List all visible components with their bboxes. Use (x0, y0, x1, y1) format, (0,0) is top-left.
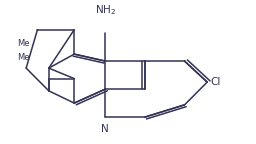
Text: Cl: Cl (210, 77, 220, 87)
Text: Me: Me (17, 39, 30, 48)
Text: Me: Me (17, 53, 30, 62)
Text: NH$_2$: NH$_2$ (95, 4, 116, 17)
Text: N: N (101, 124, 109, 134)
